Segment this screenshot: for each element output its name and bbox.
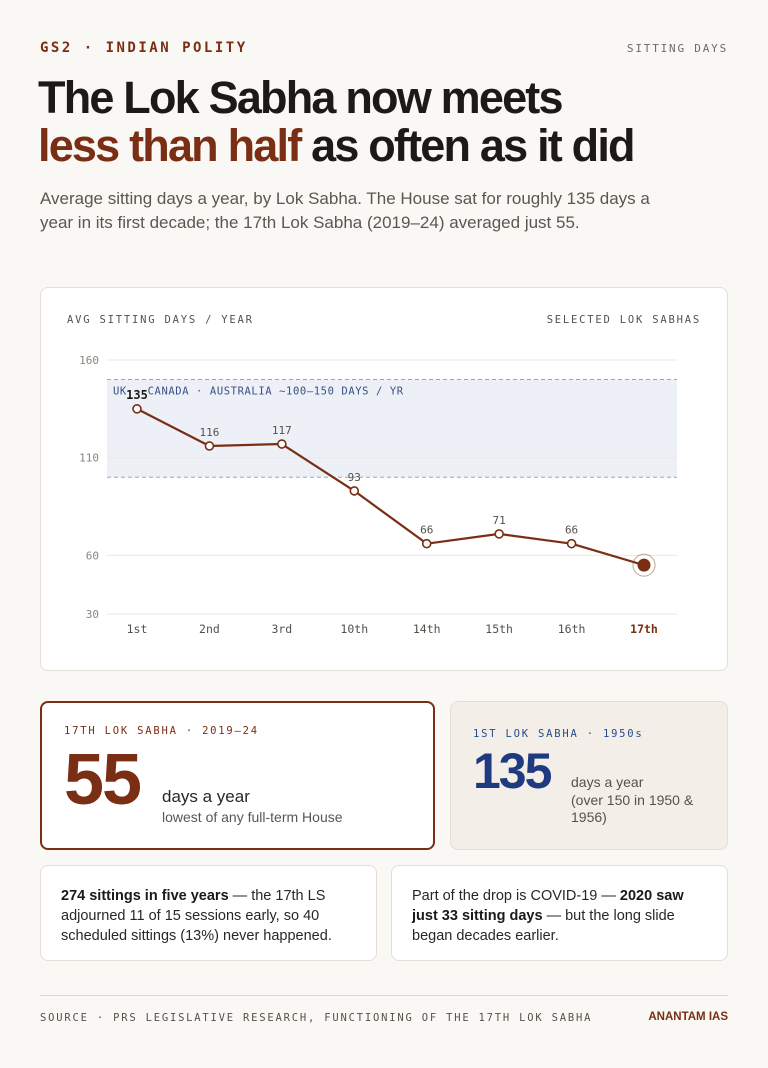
fact-covid-bold: 2020 saw just 33 sitting days	[412, 888, 684, 924]
data-label: 117	[272, 424, 292, 437]
stat-card-17th: 17TH LOK SABHA · 2019–24 55 days a year …	[40, 701, 435, 850]
headline-line2-rest: as often as it did	[300, 120, 635, 171]
chart-scope-label: SELECTED LOK SABHAS	[546, 314, 701, 326]
x-tick-label: 16th	[558, 622, 586, 636]
chart-card: AVG SITTING DAYS / YEAR SELECTED LOK SAB…	[40, 287, 728, 671]
data-label: 116	[199, 426, 219, 439]
y-tick-label: 30	[86, 608, 99, 621]
y-tick-label: 160	[79, 354, 99, 367]
brand-logo-text: ANANTAM IAS	[648, 1011, 728, 1023]
x-tick-label: 2nd	[199, 622, 220, 636]
x-tick-label: 15th	[485, 622, 513, 636]
stat-17th-note: lowest of any full-term House	[162, 809, 343, 825]
data-point-highlight	[637, 558, 651, 572]
data-label: 66	[565, 524, 578, 537]
data-label: 93	[348, 471, 361, 484]
data-label: 71	[493, 514, 506, 527]
data-point	[421, 538, 432, 549]
stat-1st-note: (over 150 in 1950 & 1956)	[571, 792, 694, 825]
top-bar: GS2 · INDIAN POLITY SITTING DAYS	[40, 40, 728, 60]
x-tick-label: 3rd	[271, 622, 292, 636]
stat-1st-unit: days a year	[571, 774, 644, 790]
stat-card-1st: 1ST LOK SABHA · 1950s 135 days a year (o…	[450, 701, 728, 850]
chart-y-label: AVG SITTING DAYS / YEAR	[67, 314, 254, 326]
fact-sittings-bold: 274 sittings in five years	[61, 888, 229, 904]
fact-covid-start: Part of the drop is COVID-19 —	[412, 888, 620, 904]
reference-band	[107, 379, 677, 478]
data-point	[277, 439, 287, 449]
x-tick-label: 17th	[630, 622, 658, 636]
x-tick-label: 10th	[340, 622, 368, 636]
data-point	[566, 538, 577, 549]
y-tick-label: 60	[86, 549, 99, 562]
x-tick-label: 14th	[413, 622, 441, 636]
data-point	[132, 404, 142, 414]
section-kicker: GS2 · INDIAN POLITY	[40, 40, 248, 56]
y-tick-label: 110	[79, 452, 99, 465]
headline-accent: less than half	[38, 120, 302, 171]
fact-card-covid: Part of the drop is COVID-19 — 2020 saw …	[391, 865, 728, 961]
subheadline: Average sitting days a year, by Lok Sabh…	[40, 189, 650, 232]
stat-17th-value: 55	[64, 740, 142, 820]
stat-17th-label: 17TH LOK SABHA · 2019–24	[64, 725, 259, 737]
topic-tag: SITTING DAYS	[626, 42, 728, 55]
data-point	[494, 529, 504, 539]
data-point	[204, 441, 215, 451]
headline-line1: The Lok Sabha now meets	[38, 72, 564, 123]
reference-band-label: UK · CANADA · AUSTRALIA ~100–150 DAYS / …	[113, 386, 404, 398]
fact-sittings-text: — the 17th LS adjourned 11 of 15 session…	[61, 888, 332, 944]
headline: The Lok Sabha now meets less than half a…	[38, 74, 738, 170]
x-tick-label: 1st	[127, 622, 148, 636]
data-point	[349, 486, 360, 496]
source-note: SOURCE · PRS LEGISLATIVE RESEARCH, FUNCT…	[40, 1012, 593, 1024]
stat-17th-unit: days a year	[162, 787, 250, 806]
fact-covid-end: — but the long slide began decades earli…	[412, 908, 675, 944]
stat-1st-label: 1ST LOK SABHA · 1950s	[473, 728, 644, 740]
highlight-ring	[632, 553, 656, 577]
fact-card-sittings: 274 sittings in five years — the 17th LS…	[40, 865, 377, 961]
footer-divider	[40, 995, 728, 996]
data-label: 66	[420, 524, 433, 537]
data-label: 135	[126, 388, 148, 402]
series-line	[136, 407, 645, 567]
stat-1st-value: 135	[473, 743, 552, 799]
line-chart: 30 60 110 160 UK · CANADA · AUSTRALIA ~100–1…	[79, 354, 677, 636]
